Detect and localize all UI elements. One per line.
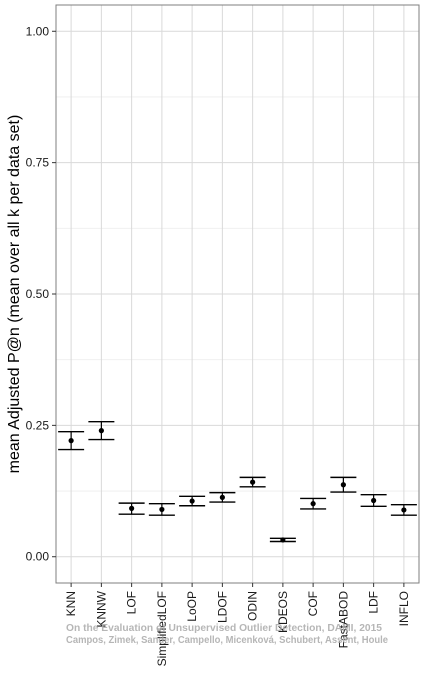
mean-point-simplifiedlof: [159, 506, 165, 513]
error-bar-ldf: [360, 494, 387, 507]
x-tick-label: LoOP: [185, 591, 199, 622]
data-marks: [58, 420, 417, 543]
x-tick-label: ODIN: [246, 591, 260, 621]
mean-point-knn: [68, 438, 74, 444]
mean-point-ldf: [371, 497, 377, 504]
mean-point-lof: [129, 505, 135, 511]
watermark-line-2: Campos, Zimek, Sander, Campello, Micenko…: [66, 635, 388, 646]
x-tick-label: KNNW: [94, 590, 108, 627]
error-bar-ldof: [209, 491, 236, 503]
error-bar-simplifiedlof: [148, 502, 175, 516]
mean-point-fastabod: [340, 482, 346, 488]
error-bar-knnw: [88, 420, 115, 441]
error-bar-cof: [300, 497, 327, 510]
watermark-line-1: On the Evaluation of Unsupervised Outlie…: [66, 623, 382, 634]
mean-point-knnw: [98, 428, 104, 434]
y-tick-label: 0.25: [26, 418, 50, 432]
mean-point-loop: [189, 498, 195, 504]
mean-point-cof: [310, 501, 316, 507]
mean-point-kdeos: [280, 537, 286, 543]
x-tick-label: KNN: [64, 591, 78, 616]
error-bar-fastabod: [330, 476, 357, 493]
y-tick-label: 0.50: [26, 287, 50, 301]
y-tick-label: 1.00: [26, 24, 50, 38]
error-bar-kdeos: [269, 537, 296, 543]
watermark: On the Evaluation of Unsupervised Outlie…: [66, 623, 388, 646]
error-bar-inflo: [390, 504, 417, 516]
y-axis-title: mean Adjusted P@n (mean over all k per d…: [6, 115, 23, 474]
x-tick-label: LOF: [125, 591, 139, 614]
y-tick-label: 0.00: [26, 550, 50, 564]
x-axis: KNN KNNW LOF SimplifiedLOF LoOP LDOF ODIN KDEOS…: [64, 583, 411, 666]
y-axis: 0.00 0.25 0.50 0.75 1.00: [26, 24, 56, 564]
x-tick-label: LDOF: [215, 591, 229, 623]
y-tick-label: 0.75: [26, 156, 50, 170]
x-tick-label: COF: [306, 591, 320, 616]
error-bar-odin: [239, 476, 266, 488]
x-tick-label: KDEOS: [276, 591, 290, 633]
x-tick-label: INFLO: [397, 591, 411, 626]
x-tick-label: LDF: [367, 591, 381, 614]
mean-point-ldof: [219, 494, 225, 500]
mean-point-inflo: [401, 507, 407, 513]
mean-point-odin: [250, 479, 256, 485]
x-tick-label: SimplifiedLOF: [155, 591, 169, 666]
error-bar-knn: [58, 430, 85, 451]
error-bar-lof: [118, 502, 145, 515]
error-bar-loop: [179, 495, 206, 507]
x-tick-label: FastABOD: [336, 591, 350, 649]
